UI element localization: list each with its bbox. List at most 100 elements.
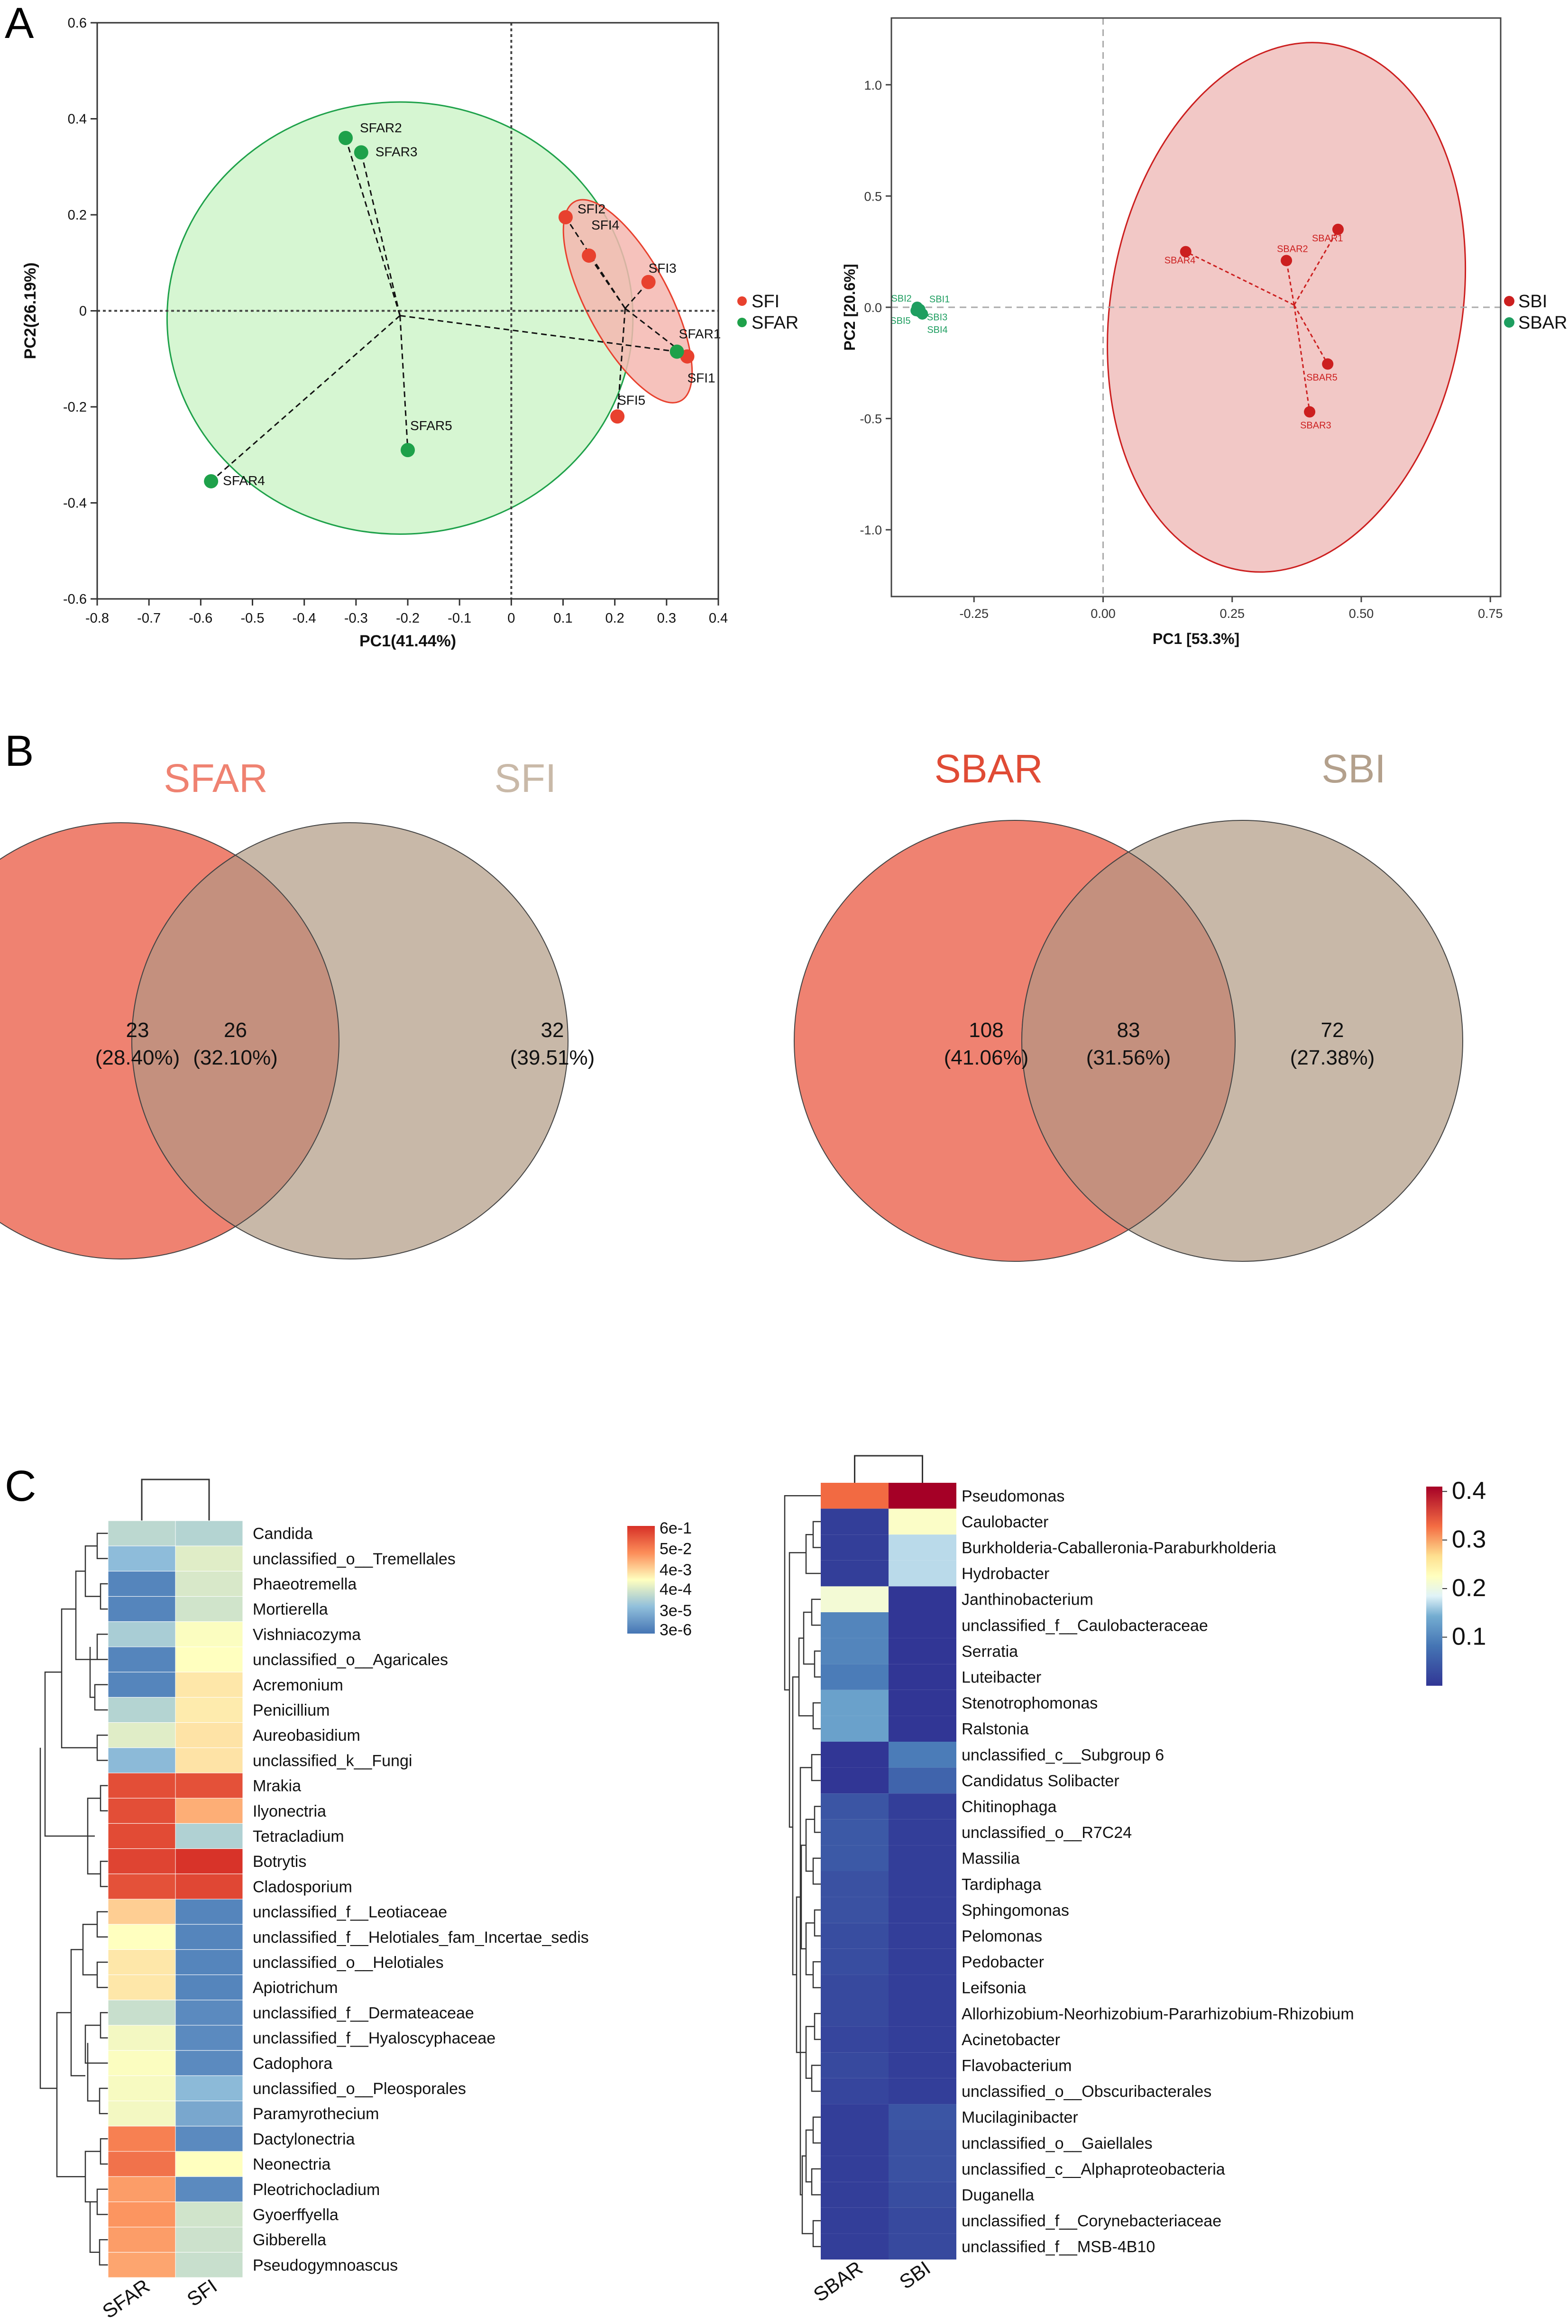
point-label-sbar4: SBAR4 (1165, 256, 1196, 266)
row-label-leifsonia: Leifsonia (962, 1979, 1026, 1997)
row-label-unclassified-f-helotiales-fam-incertae-sedis: unclassified_f__Helotiales_fam_Incertae_… (253, 1929, 589, 1947)
y-tick-label: -0.5 (860, 412, 882, 426)
heat-cell-allorhizobium-neorhizobium-pararhizobium-rhizobium-sbi (889, 2001, 956, 2027)
venn-bacteria-chart: SBAR SBI 108 (41.06%) 83 (31.56%) 72 (27.38%) (794, 746, 1463, 1262)
legend-label-sfar: SFAR (752, 313, 798, 333)
venn-count-sfar-only: 23 (126, 1019, 149, 1042)
heat-cell-mortierella-sfar (108, 1596, 176, 1622)
legend-tick-label: 0.2 (1452, 1574, 1486, 1602)
point-label-sbi5: SBI5 (890, 316, 910, 326)
heat-cell-chitinophaga-sbar (821, 1793, 889, 1819)
heat-cell-cadophora-sfi (175, 2050, 243, 2076)
heat-cell-unclassified-c-subgroup-6-sbi (889, 1742, 956, 1768)
y-tick-label: -0.4 (63, 496, 87, 511)
point-label-sbi3: SBI3 (927, 312, 947, 322)
row-label-hydrobacter: Hydrobacter (962, 1565, 1049, 1583)
heat-cell-massilia-sbar (821, 1845, 889, 1871)
ellipse-sfi (562, 199, 693, 404)
row-label-paramyrothecium: Paramyrothecium (253, 2105, 379, 2123)
heat-cell-penicillium-sfar (108, 1697, 176, 1723)
point-sfar3 (354, 145, 368, 160)
legend-tick-label: 0.3 (1452, 1526, 1486, 1553)
heat-cell-vishniacozyma-sfi (175, 1621, 243, 1647)
heat-cell-flavobacterium-sbar (821, 2052, 889, 2078)
x-tick-label: -0.6 (189, 611, 212, 626)
row-label-pelomonas: Pelomonas (962, 1928, 1042, 1946)
legend-colorbar (1426, 1487, 1442, 1686)
heat-cell-candida-sfar (108, 1520, 176, 1546)
venn-percent-sfar-only: (28.40%) (95, 1046, 180, 1069)
point-label-sfi2: SFI2 (578, 202, 605, 216)
heat-cell-neonectria-sfi (175, 2151, 243, 2177)
heat-cell-stenotrophomonas-sbi (889, 1690, 956, 1716)
heat-cell-cladosporium-sfi (175, 1874, 243, 1900)
pca-fungi-chart: SFI1 SFI2 SFI3 SFI4 SFI5 SFAR1 SFAR2 SFAR3 SFAR4… (21, 16, 798, 650)
legend-label-sbi: SBI (1518, 292, 1547, 312)
venn-title-sfar: SFAR (164, 756, 267, 800)
venn-count-shared: 83 (1117, 1019, 1140, 1042)
heat-cell-unclassified-f-corynebacteriaceae-sbi (889, 2207, 956, 2234)
venn-title-sfi: SFI (495, 756, 557, 800)
heat-cell-luteibacter-sbar (821, 1664, 889, 1690)
point-sfi2 (558, 210, 573, 225)
row-label-chitinophaga: Chitinophaga (962, 1798, 1056, 1816)
heat-cell-unclassified-o-helotiales-sfi (175, 1949, 243, 1975)
point-sfi3 (641, 275, 656, 289)
heat-cell-luteibacter-sbi (889, 1664, 956, 1690)
row-label-vishniacozyma: Vishniacozyma (253, 1626, 361, 1644)
row-label-penicillium: Penicillium (253, 1701, 330, 1719)
point-label-sbar5: SBAR5 (1306, 373, 1338, 383)
row-label-unclassified-o-agaricales: unclassified_o__Agaricales (253, 1651, 448, 1669)
point-sbi5 (910, 305, 922, 317)
heat-cell-janthinobacterium-sbi (889, 1586, 956, 1612)
heat-cell-paramyrothecium-sfi (175, 2101, 243, 2127)
heat-cell-dactylonectria-sfar (108, 2126, 176, 2152)
heat-cell-tetracladium-sfar (108, 1823, 176, 1849)
heat-cell-burkholderia-caballeronia-paraburkholderia-sbar (821, 1534, 889, 1561)
row-label-stenotrophomonas: Stenotrophomonas (962, 1694, 1098, 1712)
row-label-cladosporium: Cladosporium (253, 1878, 352, 1896)
heat-cell-unclassified-k-fungi-sfi (175, 1747, 243, 1773)
heat-cell-mrakia-sfar (108, 1773, 176, 1799)
point-label-sbi4: SBI4 (927, 325, 947, 335)
point-sfar4 (204, 474, 219, 488)
heat-cell-pseudogymnoascus-sfi (175, 2252, 243, 2278)
spider-line-sfar5 (399, 315, 409, 450)
point-label-sfi3: SFI3 (649, 261, 677, 276)
heatmap-bacteria-chart: Pseudomonas Caulobacter Burkholderia-Cabal… (784, 1455, 1486, 2306)
row-label-unclassified-c-alphaproteobacteria: unclassified_c__Alphaproteobacteria (962, 2160, 1225, 2178)
heat-cell-pseudomonas-sbar (821, 1483, 889, 1509)
point-label-sbi1: SBI1 (929, 294, 950, 305)
spider-line-sbar4 (1185, 251, 1295, 306)
spider-line-sfi2 (565, 217, 626, 309)
heat-cell-unclassified-f-helotiales-fam-incertae-sedis-sfar (108, 1924, 176, 1950)
row-label-serratia: Serratia (962, 1643, 1018, 1661)
heat-cell-pleotrichocladium-sfi (175, 2176, 243, 2202)
legend-marker-sfi (737, 296, 747, 306)
heat-cell-pelomonas-sbar (821, 1923, 889, 1949)
heat-cell-penicillium-sfi (175, 1697, 243, 1723)
row-label-mucilaginibacter: Mucilaginibacter (962, 2109, 1078, 2127)
venn-overlap (1021, 851, 1236, 1231)
heat-cell-hydrobacter-sbar (821, 1560, 889, 1587)
heat-cell-dactylonectria-sfi (175, 2126, 243, 2152)
point-label-sfar2: SFAR2 (360, 120, 402, 135)
heat-cell-pleotrichocladium-sfar (108, 2176, 176, 2202)
row-label-dactylonectria: Dactylonectria (253, 2130, 355, 2148)
column-label-sfi: SFI (183, 2275, 221, 2311)
heat-cell-unclassified-o-pleosporales-sfi (175, 2075, 243, 2102)
legend-tick-label: 0.1 (1452, 1623, 1486, 1651)
heat-cell-unclassified-o-agaricales-sfi (175, 1646, 243, 1672)
heat-cell-candidatus-solibacter-sbar (821, 1767, 889, 1794)
legend-tick-label: 3e-6 (660, 1621, 692, 1639)
x-tick-label: -0.1 (448, 611, 471, 626)
heat-cell-pelomonas-sbi (889, 1923, 956, 1949)
row-label-tetracladium: Tetracladium (253, 1828, 344, 1846)
y-axis-label: PC2 [20.6%] (841, 264, 858, 350)
row-label-ilyonectria: Ilyonectria (253, 1802, 326, 1820)
column-label-sbar: SBAR (809, 2257, 867, 2306)
heat-cell-mortierella-sfi (175, 1596, 243, 1622)
heat-cell-duganella-sbar (821, 2182, 889, 2208)
heat-cell-unclassified-o-r7c24-sbi (889, 1819, 956, 1846)
